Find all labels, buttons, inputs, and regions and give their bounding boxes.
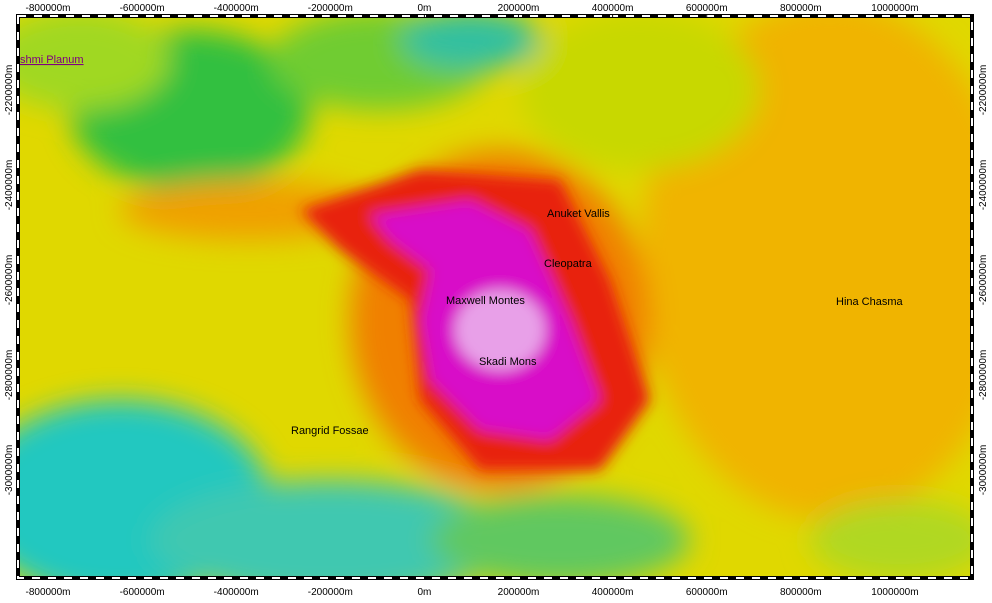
y-label-left: -2800000m [4,350,15,401]
y-label-right: -2800000m [978,350,989,401]
feature-label: Skadi Mons [479,356,537,368]
y-label-right: -2600000m [978,255,989,306]
y-label-left: -2200000m [4,65,15,116]
x-label-bottom: -600000m [120,587,165,598]
feature-label: shmi Planum [20,54,84,66]
x-label-bottom: -400000m [214,587,259,598]
x-label-top: 400000m [592,3,634,14]
x-label-top: 0m [417,3,431,14]
x-label-bottom: 600000m [686,587,728,598]
x-label-bottom: 0m [417,587,431,598]
feature-label: Maxwell Montes [446,295,525,307]
x-label-top: -400000m [214,3,259,14]
x-label-top: 600000m [686,3,728,14]
x-label-top: -800000m [25,3,70,14]
x-label-bottom: 400000m [592,587,634,598]
map-frame-scale [17,15,973,579]
x-label-top: -600000m [120,3,165,14]
x-label-bottom: -800000m [25,587,70,598]
y-label-left: -3000000m [4,445,15,496]
y-label-left: -2400000m [4,160,15,211]
labels: -800000m -800000m -600000m -600000m -400000m… [4,3,989,598]
x-label-bottom: -200000m [308,587,353,598]
x-label-top: -200000m [308,3,353,14]
x-label-top: 200000m [498,3,540,14]
x-label-bottom: 1000000m [871,587,918,598]
y-label-right: -2400000m [978,160,989,211]
y-label-right: -3000000m [978,445,989,496]
y-label-left: -2600000m [4,255,15,306]
feature-label: Anuket Vallis [547,208,610,220]
x-label-top: 800000m [780,3,822,14]
x-label-top: 1000000m [871,3,918,14]
x-label-bottom: 800000m [780,587,822,598]
feature-label: Cleopatra [544,258,593,270]
y-label-right: -2200000m [978,65,989,116]
feature-label: Rangrid Fossae [291,425,369,437]
x-label-bottom: 200000m [498,587,540,598]
feature-label: Hina Chasma [836,296,904,308]
